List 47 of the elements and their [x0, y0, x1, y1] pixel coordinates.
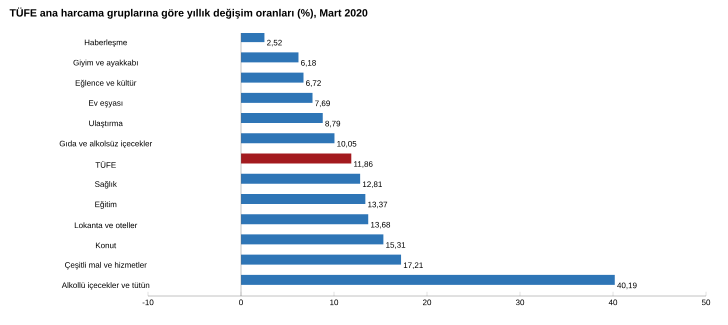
- y-tick-label: Alkollü içecekler ve tütün: [62, 282, 150, 290]
- y-tick-label: Sağlık: [94, 180, 117, 189]
- bar: [241, 133, 334, 144]
- data-label: 6,72: [306, 80, 321, 87]
- y-tick-label: Lokanta ve oteller: [74, 222, 138, 228]
- y-tick-label: Konut: [96, 242, 116, 248]
- bar: [241, 174, 360, 184]
- y-tick-label: Eğlence ve kültür: [76, 80, 136, 88]
- data-label: 17,21: [404, 262, 423, 269]
- bar: [241, 52, 298, 62]
- x-tick-label: -10: [142, 300, 154, 306]
- bar: [241, 154, 352, 164]
- x-tick-label: 20: [422, 300, 432, 306]
- data-label: 13,68: [371, 222, 390, 229]
- x-tick-label: 40: [608, 300, 618, 306]
- bar: [241, 234, 384, 244]
- y-tick-label: Eğitim: [95, 201, 116, 209]
- bar: [241, 254, 402, 265]
- y-tick-label: Haberleşme: [84, 39, 127, 47]
- data-label: 7,69: [315, 100, 330, 108]
- data-label: 2,52: [267, 40, 282, 46]
- data-label: 12,81: [362, 181, 382, 188]
- y-tick-label: Çeşitli mal ve hizmetler: [65, 262, 147, 270]
- data-label: 8,79: [325, 120, 340, 128]
- x-tick-label: 30: [516, 300, 524, 306]
- chart-title: TÜFE ana harcama gruplarına göre yıllık değişim oranları (%), Mart 2020: [10, 8, 368, 19]
- y-tick-label: Gıda ve alkolsüz içecekler: [60, 140, 152, 148]
- bar: [241, 194, 366, 204]
- data-label: 11,86: [354, 161, 373, 168]
- data-label: 40,19: [617, 282, 637, 290]
- bar: [241, 214, 368, 224]
- data-label: 6,18: [301, 60, 316, 67]
- data-label: 13,37: [368, 202, 388, 208]
- y-tick-label: Giyim ve ayakkabı: [73, 60, 138, 68]
- data-label: 15,31: [386, 242, 406, 249]
- bar: [241, 33, 264, 42]
- bar: [241, 72, 304, 83]
- y-tick-label: Ev eşyası: [89, 100, 122, 108]
- x-tick-label: 0: [239, 300, 243, 306]
- y-tick-label: Ulaştırma: [89, 120, 123, 128]
- bar: [241, 113, 323, 124]
- y-tick-label: TÜFE: [95, 161, 116, 168]
- bar: [241, 274, 615, 285]
- bar: [241, 92, 313, 103]
- x-tick-label: 50: [702, 300, 710, 306]
- data-label: 10,05: [337, 140, 356, 148]
- x-tick-label: 10: [330, 300, 338, 306]
